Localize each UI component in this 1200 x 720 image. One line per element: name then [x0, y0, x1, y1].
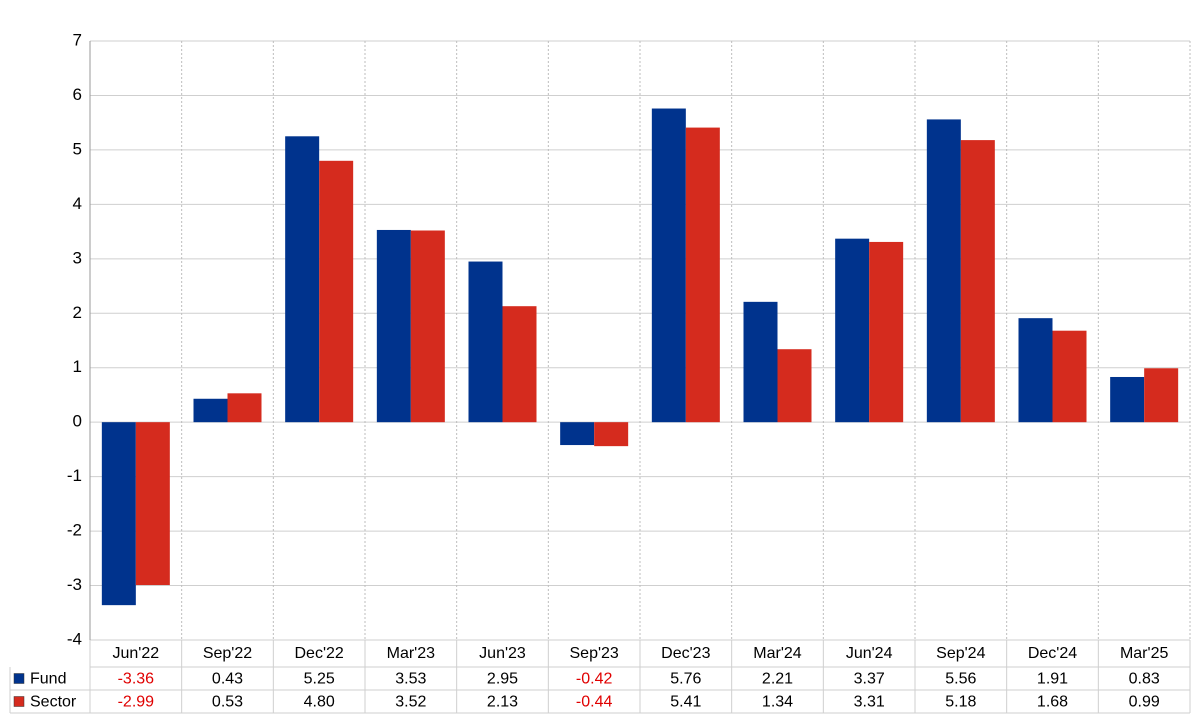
bar — [468, 261, 503, 423]
x-tick-label: Dec'23 — [661, 645, 710, 662]
bar — [410, 230, 445, 423]
table-value: 1.34 — [762, 694, 793, 711]
table-value: -0.44 — [576, 694, 613, 711]
table-value: 2.13 — [487, 694, 518, 711]
x-tick-label: Jun'24 — [846, 645, 893, 662]
bar — [502, 306, 537, 423]
table-value: 0.43 — [212, 671, 243, 688]
x-tick-label: Jun'23 — [479, 645, 526, 662]
table-value: 3.37 — [854, 671, 885, 688]
y-tick-label: 5 — [73, 139, 82, 158]
table-value: 2.95 — [487, 671, 518, 688]
bar — [651, 108, 686, 423]
table-value: 1.68 — [1037, 694, 1068, 711]
bar — [319, 160, 354, 423]
table-value: 5.56 — [945, 671, 976, 688]
table-value: 2.21 — [762, 671, 793, 688]
table-value: 4.80 — [304, 694, 335, 711]
y-tick-label: -3 — [67, 575, 82, 594]
bar — [1018, 318, 1053, 423]
table-value: 5.25 — [304, 671, 335, 688]
legend-swatch — [13, 696, 25, 707]
x-tick-label: Sep'24 — [936, 645, 985, 662]
x-tick-label: Mar'23 — [387, 645, 436, 662]
y-tick-label: -4 — [67, 629, 82, 648]
table-value: 3.53 — [395, 671, 426, 688]
bar — [1144, 368, 1179, 423]
x-tick-label: Mar'25 — [1120, 645, 1169, 662]
legend-label: Sector — [30, 694, 77, 711]
bar — [835, 238, 870, 423]
table-value: 5.76 — [670, 671, 701, 688]
y-tick-label: 0 — [73, 412, 82, 431]
bar — [594, 422, 629, 447]
x-tick-label: Jun'22 — [113, 645, 160, 662]
table-value: 3.31 — [854, 694, 885, 711]
bar — [227, 393, 262, 423]
table-value: 5.41 — [670, 694, 701, 711]
y-tick-label: 7 — [73, 30, 82, 49]
y-tick-label: 6 — [73, 85, 82, 104]
y-tick-label: 2 — [73, 303, 82, 322]
bar — [560, 422, 595, 446]
table-value: -0.42 — [576, 671, 613, 688]
table-value: 0.83 — [1129, 671, 1160, 688]
table-value: 1.91 — [1037, 671, 1068, 688]
y-tick-label: 1 — [73, 357, 82, 376]
bar — [685, 127, 720, 423]
bar — [193, 398, 228, 423]
x-tick-label: Mar'24 — [753, 645, 802, 662]
bar — [1052, 330, 1087, 423]
bar — [285, 136, 320, 423]
bar — [926, 119, 961, 423]
bar — [101, 422, 136, 606]
table-value: 0.99 — [1129, 694, 1160, 711]
bar — [869, 241, 904, 423]
y-tick-label: -1 — [67, 466, 82, 485]
table-value: -3.36 — [118, 671, 155, 688]
bar — [1110, 376, 1145, 423]
y-tick-label: 4 — [73, 194, 82, 213]
y-tick-label: 3 — [73, 248, 82, 267]
legend-swatch — [13, 673, 25, 684]
bar — [777, 349, 812, 423]
x-tick-label: Dec'22 — [295, 645, 344, 662]
table-value: 5.18 — [945, 694, 976, 711]
table-value: -2.99 — [118, 694, 155, 711]
bar — [135, 422, 170, 586]
x-tick-label: Sep'22 — [203, 645, 252, 662]
x-tick-label: Sep'23 — [570, 645, 619, 662]
x-tick-label: Dec'24 — [1028, 645, 1077, 662]
table-value: 3.52 — [395, 694, 426, 711]
bar — [376, 229, 411, 423]
table-value: 0.53 — [212, 694, 243, 711]
bar — [743, 301, 778, 423]
y-tick-label: -2 — [67, 521, 82, 540]
legend-label: Fund — [30, 671, 66, 688]
bar — [960, 140, 995, 423]
